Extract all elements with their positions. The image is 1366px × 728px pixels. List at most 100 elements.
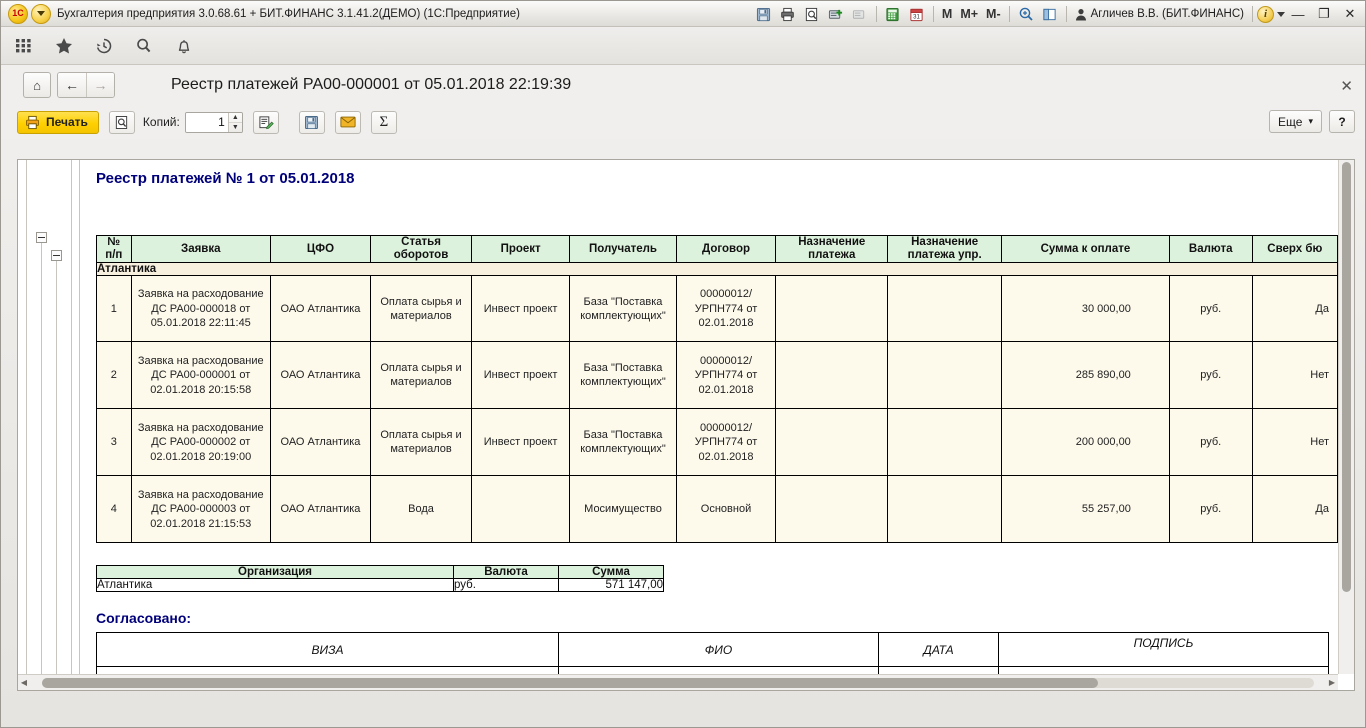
home-button[interactable]: ⌂ xyxy=(23,72,51,98)
chevron-down-icon[interactable] xyxy=(1277,11,1285,17)
back-forward-group: ← → xyxy=(57,72,115,98)
summary-col-org: Организация xyxy=(96,565,454,580)
close-form-button[interactable]: ✕ xyxy=(1340,78,1353,95)
close-window-button[interactable]: ✕ xyxy=(1344,6,1356,21)
cell-purpose xyxy=(775,475,889,544)
save-as-icon[interactable] xyxy=(298,110,325,134)
memory-m-minus-button[interactable]: M- xyxy=(986,7,1001,21)
main-menu-dropdown-icon[interactable] xyxy=(31,3,51,24)
cell-contract: 00000012/УРПН774 от 02.01.2018 xyxy=(675,408,777,477)
vertical-scrollbar-thumb[interactable] xyxy=(1342,162,1351,592)
memory-m-button[interactable]: M xyxy=(941,7,953,21)
col-header-currency: Валюта xyxy=(1168,234,1253,264)
cell-amount: 285 890,00 xyxy=(1001,341,1170,410)
cell-num: 4 xyxy=(96,475,132,544)
minimize-button[interactable]: — xyxy=(1291,6,1305,22)
mail-icon[interactable] xyxy=(334,110,361,134)
cell-request: Заявка на расходование ДС РА00-000002 от… xyxy=(130,408,271,477)
calculator-icon[interactable] xyxy=(881,3,905,25)
zoom-in-icon[interactable] xyxy=(1014,3,1038,25)
memory-m-plus-button[interactable]: M+ xyxy=(960,7,979,21)
copies-input[interactable] xyxy=(185,112,228,132)
horizontal-scroll-track[interactable] xyxy=(42,677,1314,688)
cell-cfo: ОАО Атлантика xyxy=(269,341,371,410)
back-button[interactable]: ← xyxy=(58,73,86,97)
cell-recipient: Мосимущество xyxy=(569,475,677,544)
cell-purpose-mgmt xyxy=(887,408,1003,477)
forward-button[interactable]: → xyxy=(86,73,114,97)
col-header-amount: Сумма к оплате xyxy=(1001,234,1170,264)
stepper-up-icon[interactable]: ▲ xyxy=(231,113,239,121)
calendar-icon[interactable]: 31 xyxy=(905,3,929,25)
cell-article: Оплата сырья и материалов xyxy=(369,408,473,477)
scroll-left-icon[interactable]: ◀ xyxy=(20,678,28,687)
summary-header-row: Организация Валюта Сумма xyxy=(96,565,664,580)
print-preview-icon[interactable] xyxy=(800,3,824,25)
history-icon[interactable] xyxy=(89,32,119,60)
save-icon[interactable] xyxy=(752,3,776,25)
copies-label: Копий: xyxy=(142,115,180,129)
vertical-scrollbar[interactable] xyxy=(1338,160,1354,674)
cell-article: Оплата сырья и материалов xyxy=(369,275,473,343)
command-bar-right: Еще ▾ ? xyxy=(1269,110,1355,133)
cell-request: Заявка на расходование ДС РА00-000003 от… xyxy=(130,475,271,544)
help-button[interactable]: ? xyxy=(1329,110,1355,133)
table-row: 2 Заявка на расходование ДС РА00-000001 … xyxy=(96,341,1338,410)
print-icon[interactable] xyxy=(776,3,800,25)
apps-grid-icon[interactable] xyxy=(9,32,39,60)
search-icon[interactable] xyxy=(129,32,159,60)
cell-over-budget: Нет xyxy=(1251,408,1338,477)
horizontal-scrollbar-thumb[interactable] xyxy=(42,677,1098,688)
report-sheet: Реестр платежей № 1 от 05.01.2018 № п/п З… xyxy=(80,160,1338,674)
cell-contract: 00000012/УРПН774 от 02.01.2018 xyxy=(675,341,777,410)
horizontal-scrollbar[interactable]: ◀ ▶ xyxy=(18,674,1338,690)
sum-button[interactable]: Σ xyxy=(370,110,397,134)
approval-col-date: ДАТА xyxy=(878,632,999,668)
col-header-article: Статья оборотов xyxy=(369,234,473,264)
collapse-level-1-button[interactable] xyxy=(36,232,47,243)
copies-stepper[interactable]: ▲ ▼ xyxy=(184,111,243,133)
cell-recipient: База "Поставка комплектующих" xyxy=(569,275,677,343)
form-navigation: ⌂ ← → xyxy=(23,72,115,98)
divider xyxy=(1252,6,1253,22)
col-header-project: Проект xyxy=(471,234,571,264)
cell-num: 3 xyxy=(96,408,132,477)
page-setup-icon[interactable] xyxy=(252,110,279,134)
cell-project: Инвест проект xyxy=(471,408,571,477)
star-icon[interactable] xyxy=(49,32,79,60)
cell-cfo: ОАО Атлантика xyxy=(269,408,371,477)
bell-icon[interactable] xyxy=(169,32,199,60)
summary-row: Атлантика руб. 571 147,00 xyxy=(96,578,664,593)
table-header-row: № п/п Заявка ЦФО Статья оборотов Проект По… xyxy=(96,234,1338,264)
approval-title: Согласовано: xyxy=(96,610,192,627)
col-header-request: Заявка xyxy=(130,234,271,264)
split-window-icon[interactable] xyxy=(1038,3,1062,25)
info-icon[interactable]: i xyxy=(1257,5,1274,23)
table-row: 4 Заявка на расходование ДС РА00-000003 … xyxy=(96,475,1338,544)
col-header-purpose: Назначение платежа xyxy=(775,234,889,264)
post-document-icon[interactable] xyxy=(824,3,848,25)
window-title: Бухгалтерия предприятия 3.0.68.61 + БИТ.… xyxy=(57,7,520,20)
summary-cell-currency: руб. xyxy=(453,578,559,593)
form-header: ⌂ ← → Реестр платежей РА00-000001 от 05.… xyxy=(1,65,1365,105)
cell-project xyxy=(471,475,571,544)
cell-cfo: ОАО Атлантика xyxy=(269,275,371,343)
cell-purpose xyxy=(775,275,889,343)
restore-button[interactable]: ❐ xyxy=(1318,6,1330,21)
user-icon xyxy=(1075,8,1086,20)
print-button[interactable]: Печать xyxy=(17,110,99,134)
collapse-level-2-button[interactable] xyxy=(51,250,62,261)
scroll-right-icon[interactable]: ▶ xyxy=(1328,678,1336,687)
summary-col-amount: Сумма xyxy=(558,565,664,580)
approval-table: ВИЗА ФИО ДАТА ПОДПИСЬ Реестр платежей пр… xyxy=(96,632,1329,674)
approval-header-row: ВИЗА ФИО ДАТА ПОДПИСЬ xyxy=(96,632,1329,668)
preview-icon[interactable] xyxy=(108,110,135,134)
stepper-arrows[interactable]: ▲ ▼ xyxy=(227,112,242,132)
stepper-down-icon[interactable]: ▼ xyxy=(228,121,242,132)
chevron-down-icon: ▾ xyxy=(1308,116,1313,126)
group-label: Атлантика xyxy=(96,262,1338,277)
navigation-bar xyxy=(1,27,1365,65)
more-button[interactable]: Еще ▾ xyxy=(1269,110,1322,133)
current-user[interactable]: Агличев В.В. (БИТ.ФИНАНС) xyxy=(1071,8,1248,21)
